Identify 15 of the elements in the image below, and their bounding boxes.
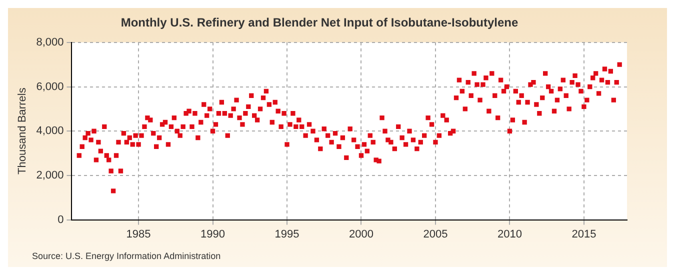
x-tick-label: 2010: [497, 228, 522, 240]
x-tick-label: 1985: [126, 228, 151, 240]
x-tick-label: 2000: [349, 228, 374, 240]
x-tick-label: 1995: [274, 228, 300, 240]
chart-title: Monthly U.S. Refinery and Blender Net Input of Isobutane-Isobutylene: [120, 16, 519, 30]
x-tick-label: 1990: [200, 228, 226, 240]
x-tick-label: 2015: [572, 228, 596, 240]
y-axis-title: Thousand Barrels: [16, 87, 29, 175]
y-tick-label: 4,000: [36, 125, 64, 138]
source-note: Source: U.S. Energy Information Administration: [32, 251, 221, 261]
y-tick-label: 8,000: [36, 36, 64, 48]
y-tick-label: 0: [58, 214, 64, 226]
x-tick-label: 2005: [423, 228, 448, 240]
y-tick-label: 6,000: [36, 80, 64, 93]
y-tick-label: 2,000: [36, 169, 64, 182]
